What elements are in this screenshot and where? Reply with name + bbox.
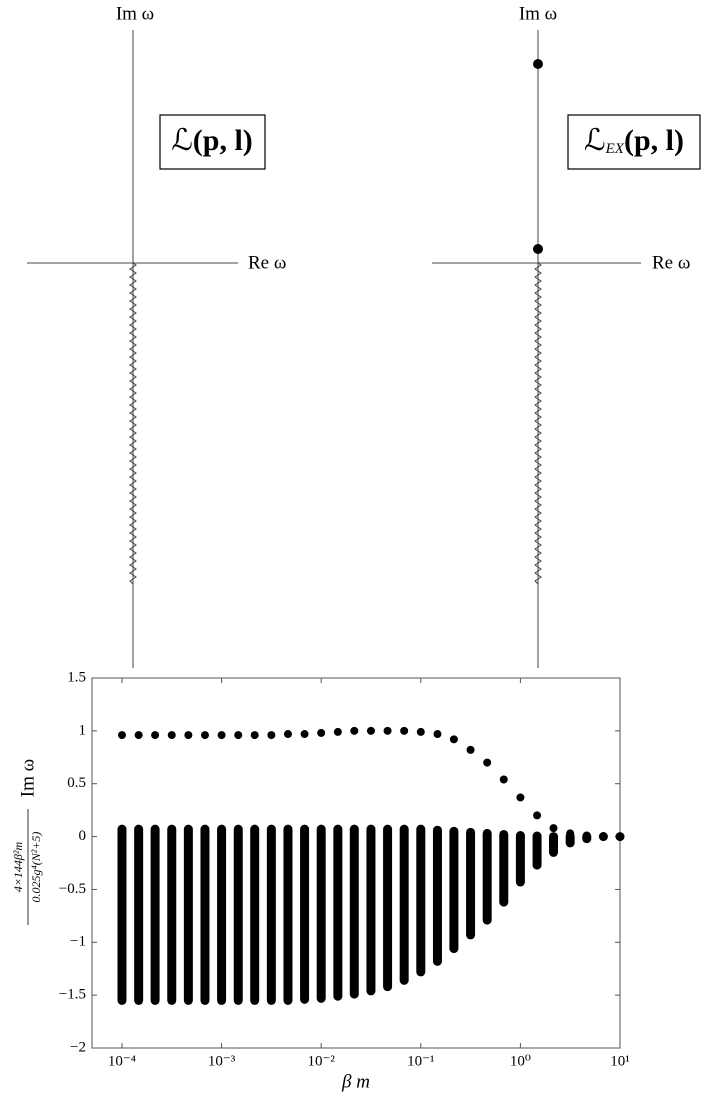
plot-frame <box>91 677 621 1049</box>
axis-label: Im ω <box>519 3 557 24</box>
point-column <box>549 832 559 857</box>
point <box>582 831 591 840</box>
symbol: ℒ <box>584 124 606 157</box>
y-tick-label: −2 <box>70 1039 86 1055</box>
point <box>499 775 508 784</box>
point-column <box>383 824 393 992</box>
point <box>200 731 209 740</box>
label-box <box>159 114 266 170</box>
point <box>317 728 326 737</box>
point-column <box>532 831 542 870</box>
point <box>283 730 292 739</box>
point <box>383 726 392 735</box>
x-tick-label: 10⁻³ <box>208 1053 236 1069</box>
point-column <box>515 831 525 887</box>
point <box>566 829 575 838</box>
point <box>466 745 475 754</box>
point <box>300 730 309 739</box>
x-tick-label: 10⁻² <box>307 1053 335 1069</box>
y-tick-label: 1.5 <box>67 669 86 685</box>
point-column <box>117 824 127 1005</box>
point-column <box>167 824 177 1005</box>
box-label: ℒ(p, l) <box>171 124 253 157</box>
y-label-denominator: 0.025g⁴(N²+5) <box>29 832 43 903</box>
point-column <box>399 824 409 985</box>
branch-cut <box>129 262 137 585</box>
x-tick-label: 10¹ <box>610 1053 630 1069</box>
point <box>333 727 342 736</box>
point <box>449 735 458 744</box>
axis-label: Re ω <box>652 252 690 273</box>
point <box>533 811 542 820</box>
x-tick-label: 10⁻¹ <box>407 1053 434 1069</box>
point-column <box>499 829 509 907</box>
point-column <box>250 824 260 1005</box>
point-column <box>200 824 210 1005</box>
point-column <box>183 824 193 1005</box>
point <box>483 758 492 767</box>
point <box>416 727 425 736</box>
point <box>250 731 259 740</box>
y-tick-label: 0.5 <box>67 775 86 791</box>
point <box>184 731 193 740</box>
point <box>167 731 176 740</box>
point-column <box>449 826 459 954</box>
point-column <box>466 827 476 940</box>
y-tick-label: −1 <box>70 934 86 950</box>
axis-label: Re ω <box>248 252 286 273</box>
point-column <box>432 825 442 966</box>
diagram-right: Im ω Re ω ℒEX(p, l) <box>432 3 701 668</box>
point-column <box>366 824 376 996</box>
x-tick-label: 10⁰ <box>510 1053 531 1069</box>
point <box>234 731 243 740</box>
point <box>117 731 126 740</box>
x-axis-label: β m <box>341 1071 370 1092</box>
point <box>433 730 442 739</box>
arguments: (p, l) <box>193 124 253 157</box>
chart: β m 4×144β²m 0.025g⁴(N²+5) Im ω −2 −1.5 −1… <box>11 669 630 1092</box>
y-tick-label: −1.5 <box>59 987 86 1003</box>
point <box>599 832 608 841</box>
y-tick-label: −0.5 <box>59 881 86 897</box>
point <box>350 726 359 735</box>
point <box>217 731 226 740</box>
point-column <box>349 824 359 999</box>
point <box>549 824 558 833</box>
point <box>151 731 160 740</box>
point-column <box>283 824 293 1005</box>
point-column <box>333 824 343 1001</box>
x-tick-label: 10⁻⁴ <box>108 1053 136 1069</box>
y-label-text: Im ω <box>17 759 38 797</box>
subscript: EX <box>605 141 625 157</box>
y-axis-label: 4×144β²m 0.025g⁴(N²+5) Im ω <box>11 759 43 925</box>
label-box <box>567 114 701 170</box>
branch-cut <box>534 262 542 585</box>
point-column <box>482 828 492 925</box>
point-column <box>134 824 144 1005</box>
point <box>400 726 409 735</box>
symbol: ℒ <box>171 124 193 157</box>
point-column <box>233 824 243 1005</box>
y-tick-label: 1 <box>79 722 87 738</box>
point <box>134 731 143 740</box>
point-column <box>300 824 310 1004</box>
point-column <box>316 824 326 1003</box>
point <box>267 731 276 740</box>
arguments: (p, l) <box>624 124 684 157</box>
box-label: ℒEX(p, l) <box>584 124 684 158</box>
axis-label: Im ω <box>116 3 154 24</box>
point-column <box>416 824 426 977</box>
point-column <box>217 824 227 1005</box>
point-column <box>266 824 276 1005</box>
point <box>616 832 624 841</box>
point-column <box>150 824 160 1005</box>
diagram-left: Im ω Re ω ℒ(p, l) <box>27 3 286 668</box>
y-label-numerator: 4×144β²m <box>11 842 25 893</box>
point <box>516 793 525 802</box>
y-tick-label: 0 <box>79 828 87 844</box>
pole <box>533 59 543 69</box>
point <box>366 726 375 735</box>
pole <box>533 244 543 254</box>
